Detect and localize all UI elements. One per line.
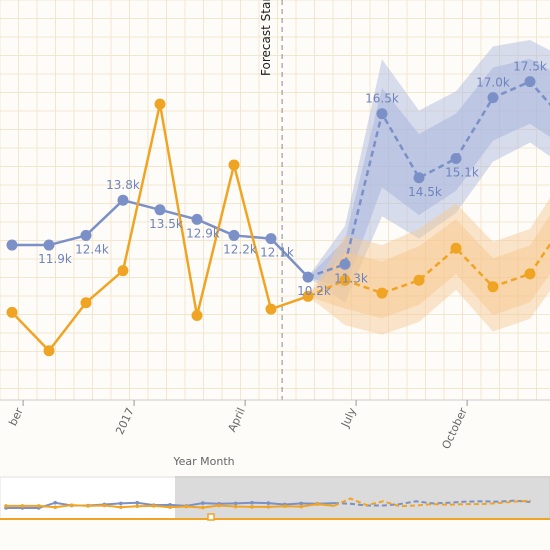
overview-lines: [4, 497, 531, 510]
overview-point: [102, 503, 107, 508]
overview-point: [299, 504, 304, 509]
forecast-band-inner-2: [308, 214, 550, 319]
data-label: 12.1k: [260, 246, 294, 260]
series-1-point: [413, 172, 425, 184]
overview-point: [250, 505, 254, 509]
overview-point: [283, 504, 287, 509]
overview-point: [53, 505, 57, 510]
overview-point: [135, 504, 139, 509]
x-tick-label: April: [225, 406, 247, 434]
series-1-point: [191, 213, 203, 225]
series-2-point: [117, 265, 129, 277]
data-label: 11.3k: [334, 271, 368, 285]
x-tick-label: ber: [6, 405, 26, 427]
overview-point: [168, 505, 172, 510]
series-1-point: [228, 229, 240, 241]
series-2-point: [487, 281, 499, 293]
data-label: 17.0k: [476, 76, 510, 90]
series-2-point: [80, 297, 92, 309]
x-tick-label: 2017: [113, 406, 137, 437]
series-2-point: [154, 98, 166, 110]
data-label: 17.5k: [513, 60, 547, 74]
series-1-point: [43, 239, 55, 251]
series-2-point: [302, 290, 314, 302]
overview-point: [69, 503, 74, 507]
x-tick-label: July: [338, 405, 359, 430]
data-label: 12.4k: [75, 242, 109, 256]
overview-point: [233, 504, 238, 509]
series-1-point: [450, 153, 462, 165]
overview-point: [119, 501, 123, 506]
data-label: 14.5k: [408, 185, 442, 199]
overview-selection-window[interactable]: [175, 476, 550, 520]
series-2-point: [43, 345, 55, 357]
overview-point: [37, 504, 41, 508]
overview-point: [266, 501, 271, 505]
data-label: 12.2k: [223, 242, 257, 256]
series-1-point: [265, 233, 277, 245]
data-label: 11.9k: [38, 252, 72, 266]
x-tick-label: October: [439, 405, 470, 451]
overview-point: [135, 500, 139, 505]
series-points: [6, 76, 536, 357]
overview-point: [119, 505, 123, 510]
overview-point: [250, 500, 254, 505]
series-1-point: [80, 229, 92, 241]
series-2-point: [191, 310, 203, 322]
data-label: 13.5k: [149, 217, 183, 231]
data-label: 16.5k: [365, 92, 399, 106]
overview-range-handle[interactable]: [207, 513, 215, 521]
series-1-point: [6, 239, 18, 251]
data-label: 15.1k: [445, 166, 479, 180]
overview-point: [315, 502, 320, 506]
overview-point: [86, 504, 90, 508]
data-label: 12.9k: [186, 226, 220, 240]
forecast-start-line: Forecast Start: [259, 0, 283, 400]
series-1-point: [154, 204, 166, 216]
overview-point: [233, 501, 238, 506]
x-axis-title: Year Month: [172, 455, 234, 468]
overview-scrubber[interactable]: [0, 476, 550, 521]
overview-point: [266, 505, 271, 509]
overview-point: [20, 504, 25, 508]
overview-point: [299, 501, 304, 506]
series-2-point: [339, 274, 351, 286]
series-1-point: [117, 194, 129, 206]
overview-point: [151, 504, 156, 508]
overview-series-2-forecast: [333, 497, 531, 508]
series-2-forecast-line: [307, 242, 550, 298]
series-2-point: [450, 242, 462, 254]
series-2-point: [228, 159, 240, 171]
forecast-band-inner-1: [308, 58, 550, 289]
data-label: 10.2k: [297, 284, 331, 298]
overview-point: [201, 501, 205, 505]
series-2-point: [376, 287, 388, 299]
forecast-start-label: Forecast Start: [259, 0, 273, 76]
overview-point: [217, 503, 221, 508]
series-1-point: [524, 76, 536, 88]
overview-point: [201, 505, 205, 510]
series-1-point: [302, 271, 314, 283]
series-2-point: [413, 274, 425, 286]
x-axis-ticks: ber 2017 April July October: [6, 400, 470, 451]
series-1-point: [339, 258, 351, 270]
series-1-point: [376, 108, 388, 120]
series-2-point: [6, 306, 18, 318]
overview-point: [184, 504, 189, 509]
series-2-point: [265, 303, 277, 315]
overview-point: [53, 500, 57, 505]
series-1-point: [487, 92, 499, 104]
series-2-point: [524, 268, 536, 280]
series-1-forecast-line: [307, 80, 550, 279]
data-label: 13.8k: [106, 178, 140, 192]
overview-point: [4, 504, 8, 508]
plot-background: [0, 0, 550, 400]
